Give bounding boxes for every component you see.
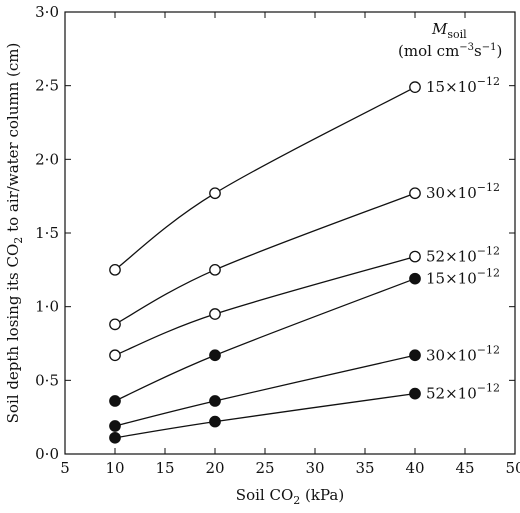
y-tick-label: 1·0 (35, 298, 59, 316)
x-axis-label: Soil CO2 (kPa) (236, 486, 344, 507)
series-line (114, 354, 416, 427)
series-labels: 15×10−1230×10−1252×10−1215×10−1230×10−12… (426, 75, 500, 402)
open-point (109, 263, 121, 276)
open-point (109, 349, 121, 362)
x-tick-label: 45 (455, 459, 474, 477)
x-tick-label: 20 (205, 459, 224, 477)
x-tick-label: 25 (255, 459, 274, 477)
series-line (114, 392, 416, 439)
filled-point (109, 431, 121, 444)
series-label: 30×10−12 (426, 181, 500, 202)
y-tick-label: 0·0 (35, 445, 59, 463)
y-tick-label: 2·5 (35, 77, 59, 95)
x-tick-label: 35 (355, 459, 374, 477)
legend-title: Msoil (431, 20, 467, 41)
open-point (209, 263, 221, 276)
series-label: 52×10−12 (426, 382, 500, 403)
filled-point (209, 395, 221, 407)
x-tick-label: 30 (305, 459, 324, 477)
series-line (114, 192, 416, 325)
filled-point (409, 387, 421, 400)
series-points (109, 81, 421, 444)
open-point (409, 250, 421, 263)
x-tick-label: 50 (505, 459, 520, 477)
x-tick-label: 5 (60, 459, 70, 477)
series-label: 15×10−12 (426, 75, 500, 96)
filled-point (109, 395, 121, 407)
filled-point (109, 420, 121, 432)
x-tick-label: 40 (405, 459, 424, 477)
x-tick-label: 15 (155, 459, 174, 477)
series-line (114, 255, 416, 356)
filled-point (409, 349, 421, 362)
series-label: 15×10−12 (426, 267, 500, 288)
open-point (109, 318, 121, 331)
y-tick-label: 1·5 (35, 224, 59, 242)
series-line (114, 86, 416, 271)
y-tick-label: 2·0 (35, 150, 59, 168)
filled-point (209, 349, 221, 362)
x-tick-label: 10 (105, 459, 124, 477)
y-tick-label: 0·5 (35, 371, 59, 389)
series-line (114, 278, 416, 402)
open-point (209, 187, 221, 200)
series-label: 30×10−12 (426, 343, 500, 364)
open-point (409, 187, 421, 200)
series-lines (114, 86, 416, 439)
y-axis-label: Soil depth losing its CO2 to air/water c… (4, 43, 25, 424)
y-tick-label: 3·0 (35, 3, 59, 21)
open-point (209, 308, 221, 320)
filled-point (409, 272, 421, 285)
tick-labels: 5 10 15 20 25 30 35 40 45 50 0·0 0·5 1·0 1·5 2·0 2·5 3·0 (35, 3, 520, 477)
series-label: 52×10−12 (426, 245, 500, 266)
open-point (409, 81, 421, 93)
ticks (64, 11, 516, 455)
filled-point (209, 415, 221, 428)
legend-units: (mol cm−3s−1) (398, 42, 502, 60)
